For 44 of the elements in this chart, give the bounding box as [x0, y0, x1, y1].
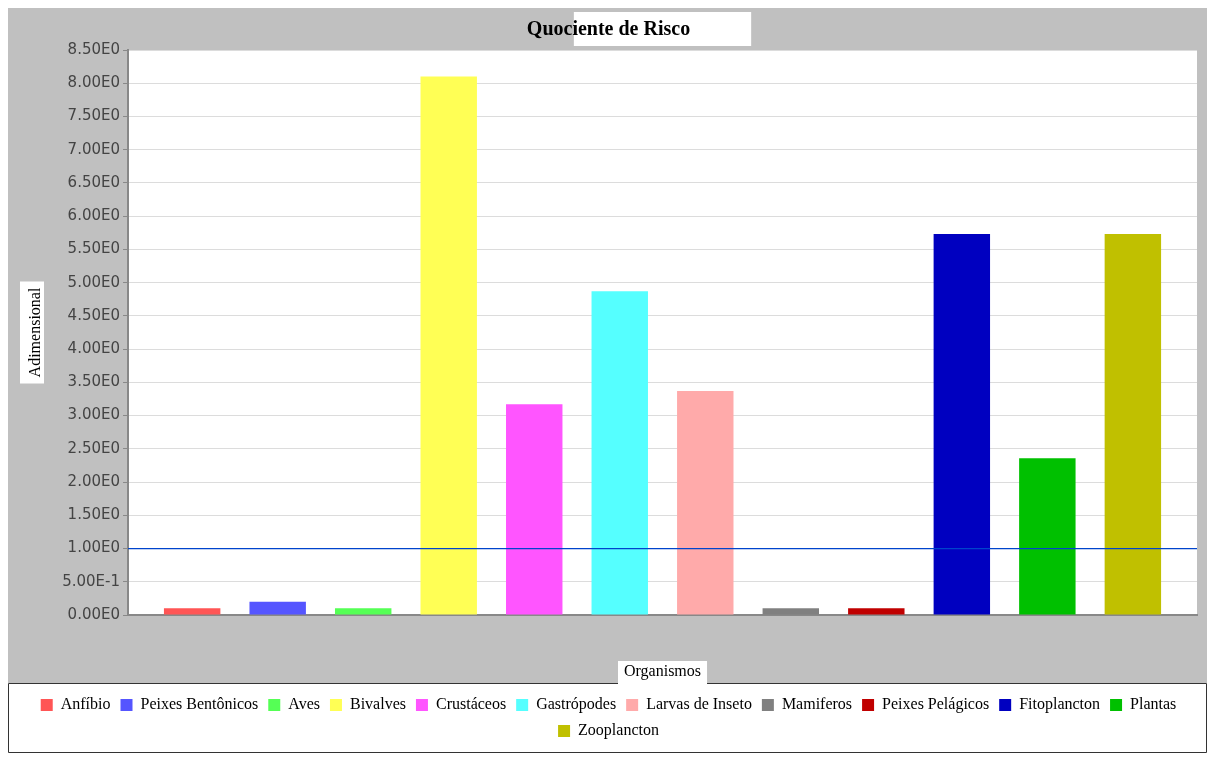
bar — [420, 76, 477, 615]
y-tick-label: 2.00E0 — [67, 471, 121, 490]
y-tick-label: 1.50E0 — [67, 505, 121, 524]
bar — [933, 234, 991, 615]
legend-label: Crustáceos — [435, 695, 507, 713]
y-tick-label: 3.00E0 — [67, 405, 121, 424]
y-tick-label: 7.50E0 — [67, 106, 121, 125]
legend-label: Anfíbio — [60, 695, 111, 713]
legend-label: Larvas de Inseto — [646, 695, 752, 713]
legend-label: Peixes Bentônicos — [140, 695, 259, 713]
y-tick-label: 7.00E0 — [67, 139, 121, 158]
y-tick-label: 8.00E0 — [67, 73, 121, 92]
y-tick-label: 6.00E0 — [67, 206, 121, 225]
bar — [163, 608, 221, 615]
y-tick-label: 3.50E0 — [67, 372, 121, 391]
y-tick-label: 0.00E0 — [67, 604, 121, 623]
y-tick-label: 8.50E0 — [67, 39, 121, 58]
bar — [249, 601, 306, 615]
bar — [334, 608, 392, 615]
legend-label: Peixes Pelágicos — [882, 695, 990, 714]
y-tick-label: 2.50E0 — [67, 438, 121, 457]
bar — [506, 404, 563, 615]
legend-label: Bivalves — [349, 695, 406, 713]
x-axis-title: Organismos — [623, 661, 702, 680]
legend-label: Aves — [288, 695, 320, 713]
legend-label: Mamiferos — [781, 695, 853, 713]
legend-label: Gastrópodes — [536, 695, 617, 714]
y-tick-label: 6.50E0 — [67, 172, 121, 191]
y-axis-title: Adimensional — [25, 287, 43, 378]
bar — [591, 291, 648, 615]
legend-label: Zooplancton — [578, 721, 659, 740]
y-tick-label: 4.00E0 — [67, 339, 121, 358]
bar — [848, 608, 905, 615]
bar — [1019, 458, 1076, 615]
legend-label: Plantas — [1130, 695, 1177, 713]
bar — [1104, 234, 1162, 615]
y-tick-label: 5.50E0 — [67, 239, 121, 258]
legend-label: Fitoplancton — [1019, 695, 1101, 714]
y-tick-label: 4.50E0 — [67, 305, 121, 324]
y-tick-label: 5.00E0 — [67, 272, 121, 291]
bar — [677, 390, 734, 615]
chart-title: Quociente de Risco — [526, 17, 691, 40]
y-tick-label: 5.00E-1 — [62, 571, 121, 590]
y-tick-label: 1.00E0 — [67, 538, 121, 557]
